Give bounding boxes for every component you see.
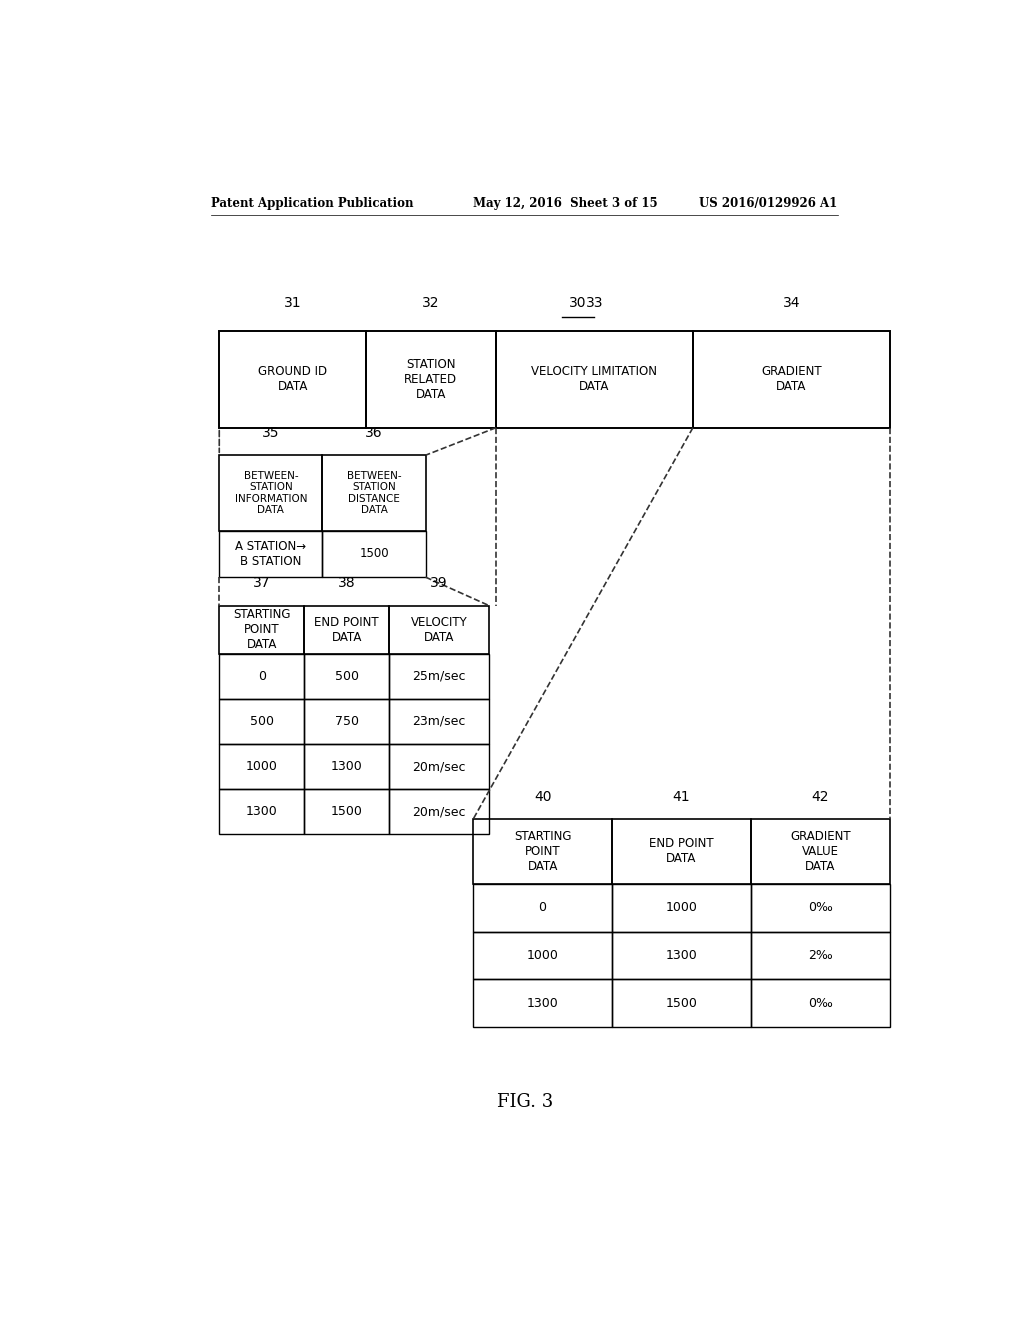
- Text: END POINT
DATA: END POINT DATA: [314, 615, 379, 644]
- Text: 42: 42: [812, 789, 829, 804]
- Text: 31: 31: [284, 296, 301, 310]
- Bar: [389, 698, 489, 744]
- Bar: [751, 883, 890, 932]
- Text: May 12, 2016  Sheet 3 of 15: May 12, 2016 Sheet 3 of 15: [473, 197, 657, 210]
- Bar: [219, 789, 304, 834]
- Bar: [612, 883, 751, 932]
- Bar: [219, 744, 304, 789]
- Text: 0‰: 0‰: [808, 997, 833, 1010]
- Text: VELOCITY
DATA: VELOCITY DATA: [411, 615, 468, 644]
- Text: 1000: 1000: [666, 902, 697, 915]
- Text: Patent Application Publication: Patent Application Publication: [211, 197, 414, 210]
- Text: VELOCITY LIMITATION
DATA: VELOCITY LIMITATION DATA: [531, 366, 657, 393]
- Bar: [219, 698, 304, 744]
- Text: 33: 33: [586, 296, 603, 310]
- Bar: [496, 331, 693, 428]
- Bar: [366, 331, 496, 428]
- Bar: [219, 531, 323, 577]
- Text: 38: 38: [338, 577, 355, 590]
- Bar: [612, 932, 751, 979]
- Text: 500: 500: [250, 715, 273, 727]
- Text: 1500: 1500: [666, 997, 697, 1010]
- Text: STARTING
POINT
DATA: STARTING POINT DATA: [233, 609, 291, 651]
- Text: 20m/sec: 20m/sec: [413, 805, 466, 818]
- Text: BETWEEN-
STATION
DISTANCE
DATA: BETWEEN- STATION DISTANCE DATA: [347, 471, 401, 515]
- Bar: [323, 531, 426, 577]
- Bar: [389, 744, 489, 789]
- Text: 0: 0: [258, 669, 266, 682]
- Text: 41: 41: [673, 789, 690, 804]
- Text: 0: 0: [539, 902, 547, 915]
- Text: 37: 37: [253, 577, 270, 590]
- Text: 0‰: 0‰: [808, 902, 833, 915]
- Text: 34: 34: [782, 296, 800, 310]
- Bar: [751, 979, 890, 1027]
- Text: 32: 32: [422, 296, 439, 310]
- Text: FIG. 3: FIG. 3: [497, 1093, 553, 1110]
- Bar: [612, 818, 751, 883]
- Text: 1000: 1000: [246, 760, 278, 774]
- Text: 30: 30: [569, 296, 587, 310]
- Text: A STATION→
B STATION: A STATION→ B STATION: [236, 540, 306, 568]
- Bar: [751, 818, 890, 883]
- Text: 39: 39: [430, 577, 447, 590]
- Bar: [304, 789, 389, 834]
- Text: 1300: 1300: [666, 949, 697, 962]
- Bar: [389, 789, 489, 834]
- Text: END POINT
DATA: END POINT DATA: [649, 837, 714, 866]
- Text: 1300: 1300: [526, 997, 558, 1010]
- Text: BETWEEN-
STATION
INFORMATION
DATA: BETWEEN- STATION INFORMATION DATA: [234, 471, 307, 515]
- Text: 1000: 1000: [526, 949, 558, 962]
- Text: 1500: 1500: [331, 805, 362, 818]
- Text: GROUND ID
DATA: GROUND ID DATA: [258, 366, 328, 393]
- Bar: [304, 606, 389, 653]
- Bar: [389, 606, 489, 653]
- Bar: [219, 653, 304, 698]
- Text: 1300: 1300: [246, 805, 278, 818]
- Text: GRADIENT
DATA: GRADIENT DATA: [761, 366, 821, 393]
- Bar: [304, 698, 389, 744]
- Text: 1500: 1500: [359, 548, 389, 561]
- Text: 40: 40: [534, 789, 551, 804]
- Text: 1300: 1300: [331, 760, 362, 774]
- Text: 2‰: 2‰: [808, 949, 833, 962]
- Text: GRADIENT
VALUE
DATA: GRADIENT VALUE DATA: [790, 830, 851, 873]
- Text: 25m/sec: 25m/sec: [413, 669, 466, 682]
- Bar: [304, 744, 389, 789]
- Bar: [473, 883, 612, 932]
- Bar: [751, 932, 890, 979]
- Bar: [219, 331, 366, 428]
- Bar: [219, 455, 323, 531]
- Text: 500: 500: [335, 669, 358, 682]
- Text: 750: 750: [335, 715, 358, 727]
- Text: STARTING
POINT
DATA: STARTING POINT DATA: [514, 830, 571, 873]
- Bar: [389, 653, 489, 698]
- Text: 23m/sec: 23m/sec: [413, 715, 466, 727]
- Bar: [693, 331, 890, 428]
- Bar: [304, 653, 389, 698]
- Bar: [473, 932, 612, 979]
- Bar: [323, 455, 426, 531]
- Text: 20m/sec: 20m/sec: [413, 760, 466, 774]
- Text: US 2016/0129926 A1: US 2016/0129926 A1: [699, 197, 838, 210]
- Bar: [473, 979, 612, 1027]
- Bar: [473, 818, 612, 883]
- Text: 35: 35: [262, 426, 280, 440]
- Text: 36: 36: [366, 426, 383, 440]
- Bar: [219, 606, 304, 653]
- Bar: [612, 979, 751, 1027]
- Text: STATION
RELATED
DATA: STATION RELATED DATA: [404, 358, 458, 401]
